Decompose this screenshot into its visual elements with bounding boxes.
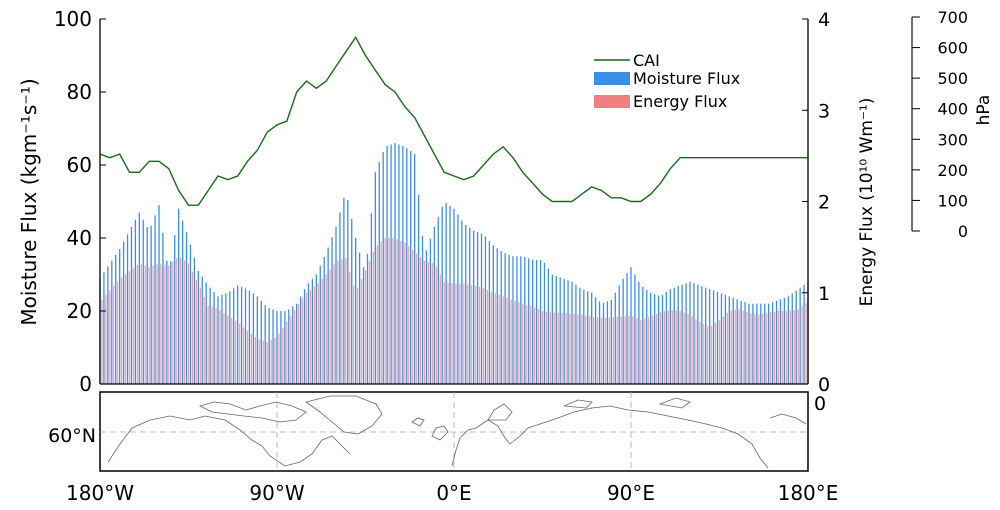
legend: CAI Moisture Flux Energy Flux: [594, 51, 740, 111]
hpa-tick-label: 500: [937, 69, 968, 88]
hpa-tick-label: 0: [958, 222, 968, 241]
right-axis-ticks: 0 1 2 3 4: [802, 9, 830, 396]
right-tick-label: 3: [818, 100, 830, 122]
legend-energy-swatch: [594, 95, 630, 108]
left-tick-label: 40: [67, 226, 92, 250]
right-tick-label: 1: [818, 283, 830, 305]
legend-cai-label: CAI: [633, 51, 660, 70]
left-tick-label: 20: [67, 299, 92, 323]
hpa-tick-label: 300: [937, 130, 968, 149]
x-tick-label: 90°W: [249, 481, 304, 505]
x-tick-label: 0°E: [436, 481, 471, 505]
x-tick-label: 90°E: [607, 481, 655, 505]
hpa-tick-label: 600: [937, 39, 968, 58]
x-axis-ticks: 180°W 90°W 0°E 90°E 180°E: [66, 481, 838, 505]
hpa-tick-label: 200: [937, 161, 968, 180]
right-tick-label: 4: [818, 9, 830, 31]
map-lat-label: 60°N: [48, 425, 96, 447]
map-coastlines: [107, 395, 807, 469]
right-tick-label: 2: [818, 192, 830, 214]
left-axis-ticks: 0 20 40 60 80 100: [54, 7, 106, 396]
legend-moisture-swatch: [594, 72, 630, 85]
right-axis-label: Energy Flux (10¹⁰ Wm⁻¹): [857, 98, 877, 307]
map-corner-label: 0: [814, 393, 826, 415]
hpa-tick-label: 700: [937, 8, 968, 27]
map-panel: 60°N 0: [48, 391, 826, 472]
hpa-tick-label: 400: [937, 100, 968, 119]
hpa-tick-label: 100: [937, 191, 968, 210]
left-tick-label: 0: [79, 372, 92, 396]
hpa-axis-ticks: 0 100 200 300 400 500 600 700: [912, 8, 968, 241]
legend-moisture-label: Moisture Flux: [633, 69, 740, 88]
energy-flux-bars: [101, 238, 807, 384]
legend-energy-label: Energy Flux: [633, 92, 727, 111]
x-tick-label: 180°E: [778, 481, 839, 505]
x-tick-label: 180°W: [66, 481, 134, 505]
left-tick-label: 100: [54, 7, 92, 31]
left-tick-label: 80: [67, 80, 92, 104]
left-tick-label: 60: [67, 153, 92, 177]
left-axis-label: Moisture Flux (kgm⁻¹s⁻¹): [17, 78, 41, 325]
moisture-flux-bars: [99, 143, 809, 384]
cai-line: [99, 35, 808, 206]
hpa-axis-label: hPa: [974, 95, 994, 126]
right-tick-label: 0: [818, 374, 830, 396]
